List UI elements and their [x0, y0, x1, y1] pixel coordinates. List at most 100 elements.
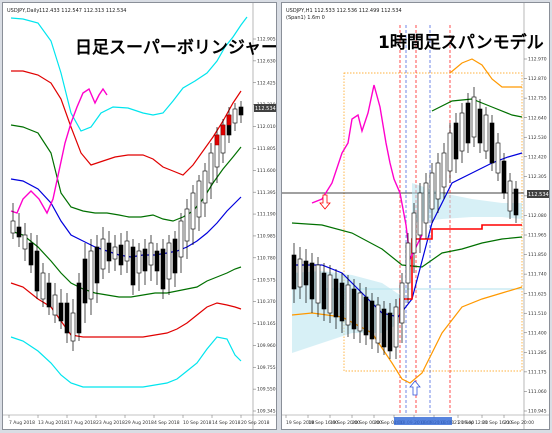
- right-time-highlight: [394, 417, 452, 425]
- right-overlay-label: 1時間足スパンモデル: [378, 32, 544, 53]
- left-price-tick-label: 109.345: [257, 409, 276, 415]
- right-candle-body: [477, 108, 483, 144]
- right-price-tick-label: 112.420: [528, 154, 547, 160]
- down-arrow-icon: [319, 194, 331, 210]
- left-candle-body: [58, 302, 64, 322]
- right-candle-body: [453, 122, 459, 160]
- right-candle-body: [309, 262, 315, 300]
- right-candle-body: [315, 264, 321, 304]
- right-price-tick-label: 111.740: [528, 272, 547, 278]
- right-price-tick-label: 111.285: [528, 350, 547, 356]
- right-price-tick-label: 111.175: [528, 369, 547, 375]
- right-candle-body: [405, 242, 411, 284]
- right-price-tick-label: 111.400: [528, 330, 547, 336]
- left-price-tick-label: 112.425: [257, 80, 276, 86]
- right-green-lower-line: [291, 222, 523, 268]
- right-candle-body: [495, 142, 501, 174]
- left-candle-body-red: [220, 124, 226, 136]
- left-candle-body: [28, 242, 34, 266]
- right-price-tick-label: 112.970: [528, 57, 547, 63]
- left-candle-body: [238, 106, 244, 116]
- left-candle-body: [202, 170, 208, 204]
- left-candle-body: [70, 312, 76, 342]
- left-candle-body: [82, 258, 88, 304]
- left-candle-body-red: [226, 114, 232, 126]
- right-candle-body: [375, 304, 381, 344]
- daily-chart-window[interactable]: 112.905112.630112.425112.210112.010111.8…: [2, 2, 277, 430]
- left-price-tick-label: 110.575: [257, 277, 276, 283]
- right-candle-body: [345, 284, 351, 326]
- left-price-tick-label: 110.165: [257, 321, 276, 327]
- left-candle-body: [136, 250, 142, 274]
- left-candle-body: [196, 180, 202, 218]
- right-candle-body: [513, 188, 519, 216]
- right-candle-body: [417, 192, 423, 236]
- left-price-tick-label: 111.395: [257, 190, 276, 196]
- right-price-tick-label: 111.850: [528, 252, 547, 258]
- right-price-tick-label: 112.080: [528, 213, 547, 219]
- left-date-tick-label: 4 Sep 2018: [154, 420, 180, 426]
- left-price-tick-label: 111.600: [257, 168, 276, 174]
- left-candle-body: [172, 238, 178, 274]
- left-candle-body: [112, 246, 118, 260]
- left-price-tick-label: 109.755: [257, 365, 276, 371]
- left-bb-minus3-line: [10, 336, 242, 388]
- left-candle-body: [10, 220, 16, 234]
- left-candle-body: [106, 242, 112, 262]
- right-candle-body: [489, 122, 495, 164]
- left-price-tick-label: 112.630: [257, 58, 276, 64]
- right-candle-body: [333, 278, 339, 318]
- right-green-upper-line: [431, 98, 523, 118]
- right-price-tick-label: 111.510: [528, 311, 547, 317]
- right-candle-body: [435, 162, 441, 200]
- left-chikou-line: [10, 87, 108, 215]
- left-candle-body: [16, 226, 22, 238]
- hourly-spanmodel-chart: 112.970 112.870 112.755 112.640 112.530 112.4…: [282, 3, 549, 429]
- right-price-tick-label: 112.640: [528, 115, 547, 121]
- right-date-tick-label: 19 Sep 16:00: [308, 420, 338, 426]
- left-candle-body: [190, 192, 196, 230]
- left-candle-body-red: [214, 134, 220, 146]
- left-candle-body: [40, 272, 46, 300]
- right-candle-body: [483, 114, 489, 152]
- daily-bollinger-chart: 112.905112.630112.425112.210112.010111.8…: [3, 3, 277, 429]
- left-candle-body: [46, 282, 52, 308]
- left-candle-body: [64, 302, 70, 334]
- right-candle-body: [297, 258, 303, 288]
- right-candle-body: [459, 112, 465, 152]
- left-candle-body: [94, 246, 100, 284]
- left-date-tick-label: 20 Sep 2018: [241, 420, 270, 426]
- left-candle-body: [22, 234, 28, 250]
- right-date-tick-label: 20 Sep 00:00: [352, 420, 382, 426]
- right-candle-body: [381, 308, 387, 348]
- right-date-tick-label: 21 Sep 20:00: [504, 420, 534, 426]
- left-price-tick-label: 111.190: [257, 212, 276, 218]
- right-candle-body: [507, 180, 513, 212]
- right-candle-body: [369, 300, 375, 340]
- left-price-tick-label: 112.010: [257, 124, 276, 130]
- hourly-chart-window[interactable]: 112.970 112.870 112.755 112.640 112.530 112.4…: [281, 2, 550, 430]
- left-candle-body: [76, 282, 82, 334]
- left-overlay-label: 日足スーパーボリンジャー: [75, 38, 277, 58]
- right-candle-body: [447, 132, 453, 172]
- right-candle-body: [429, 172, 435, 210]
- right-price-tick-label: 111.060: [528, 389, 547, 395]
- right-red-step-line: [399, 224, 522, 323]
- left-candle-body: [118, 244, 124, 266]
- left-candle-body: [130, 246, 136, 286]
- left-candle-body: [160, 248, 166, 290]
- left-candle-body: [124, 240, 130, 262]
- left-date-tick-label: 14 Sep 2018: [212, 420, 241, 426]
- left-candle-body: [178, 220, 184, 258]
- right-price-tick-label: 112.870: [528, 76, 547, 82]
- right-price-tick-label: 112.755: [528, 96, 547, 102]
- right-date-tick-label: 19 Sep 20:00: [330, 420, 360, 426]
- left-date-tick-label: 29 Aug 2018: [125, 420, 154, 426]
- left-ohlc: 112.433 112.547 112.313 112.534: [39, 8, 126, 14]
- right-date-tick-label: 21 Sep 16:00: [482, 420, 512, 426]
- left-candle-body: [88, 250, 94, 300]
- right-price-tick-label: 112.305: [528, 174, 547, 180]
- right-candle-body: [411, 212, 417, 254]
- right-candle-body: [465, 102, 471, 144]
- left-date-tick-label: 17 Aug 2018: [67, 420, 96, 426]
